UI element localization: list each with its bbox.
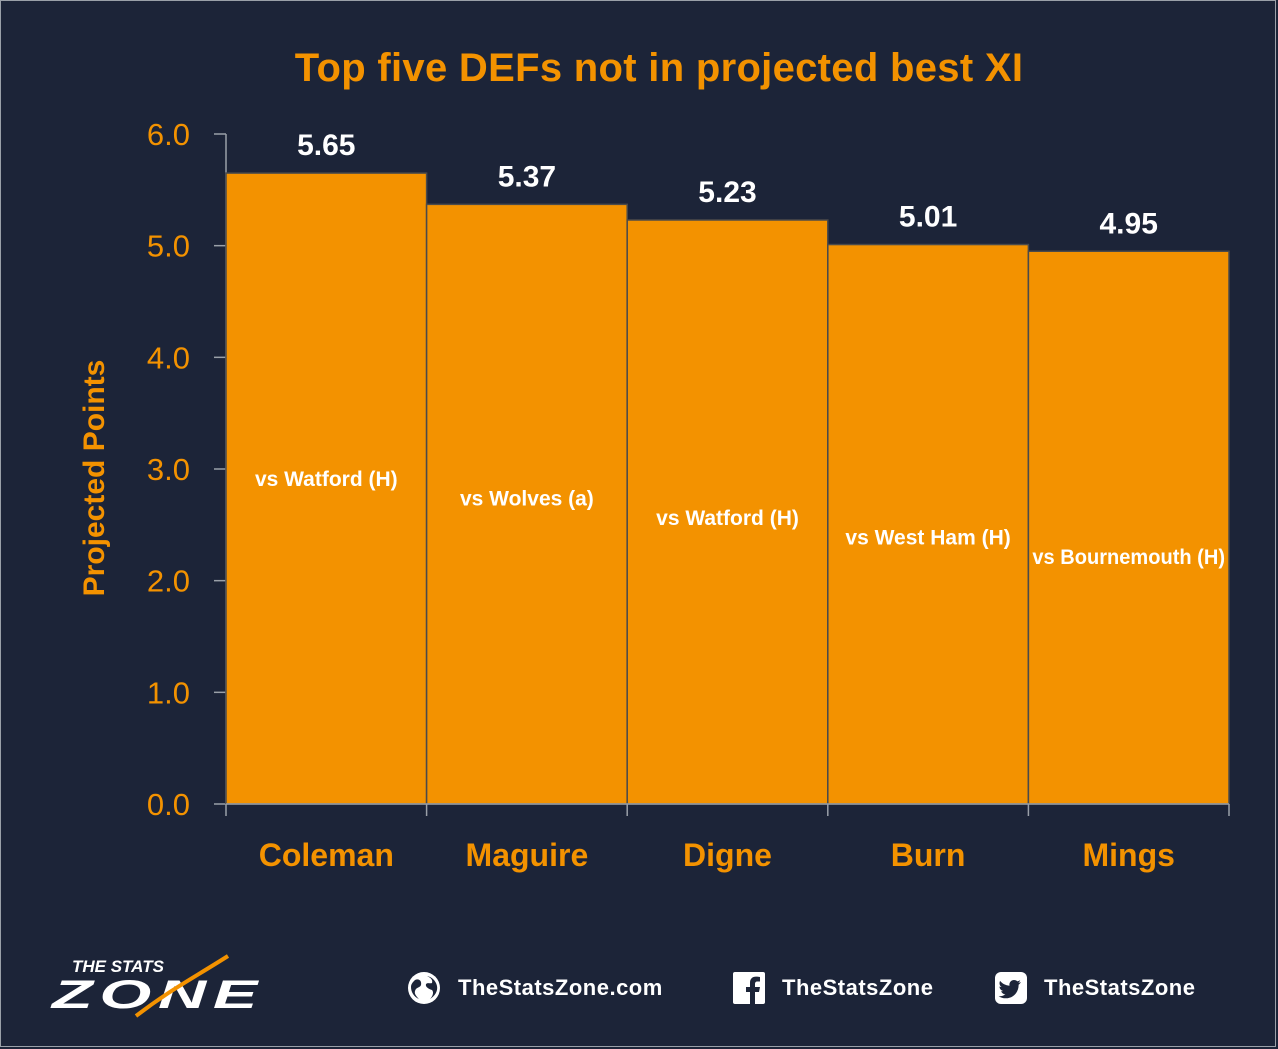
globe-icon — [408, 972, 440, 1004]
bar-maguire — [425, 203, 628, 805]
bar-annotation: vs Bournemouth (H) — [1032, 546, 1225, 569]
data-label: 5.23 — [698, 176, 756, 209]
y-axis: 0.0 1.0 2.0 3.0 4.0 5.0 6.0 — [147, 117, 227, 822]
y-tick-label: 2.0 — [147, 564, 190, 599]
bar-digne — [626, 219, 829, 805]
x-tick-label: Maguire — [466, 837, 589, 873]
logo-swoosh — [134, 954, 230, 1018]
y-tick-label: 0.0 — [147, 787, 190, 822]
data-label: 5.65 — [297, 129, 355, 162]
y-axis-label: Projected Points — [78, 360, 111, 597]
data-label: 5.37 — [498, 160, 556, 193]
y-tick-label: 6.0 — [147, 117, 190, 152]
bar-burn — [827, 243, 1030, 805]
the-stats-zone-logo: THE STATS ZONE — [50, 954, 264, 1018]
x-tick-label: Coleman — [259, 837, 394, 873]
facebook-text: TheStatsZone — [782, 975, 934, 1000]
twitter-icon — [995, 972, 1027, 1004]
x-axis: Coleman Maguire Digne Burn Mings — [225, 803, 1230, 873]
x-tick-label: Digne — [683, 837, 772, 873]
y-tick-label: 4.0 — [147, 340, 190, 375]
y-tick-label: 1.0 — [147, 675, 190, 710]
logo-text-bottom: ZONE — [50, 973, 264, 1017]
x-tick-label: Burn — [891, 837, 966, 873]
website-link[interactable]: TheStatsZone.com — [406, 970, 663, 1006]
website-text: TheStatsZone.com — [458, 975, 663, 1000]
x-tick-label: Mings — [1082, 837, 1174, 873]
chart-title: Top five DEFs not in projected best XI — [294, 46, 1024, 90]
bar-annotation: vs Watford (H) — [656, 507, 799, 530]
bar-coleman — [225, 172, 428, 805]
y-tick-label: 5.0 — [147, 229, 190, 264]
twitter-text: TheStatsZone — [1044, 975, 1196, 1000]
bar-annotation: vs West Ham (H) — [845, 527, 1010, 550]
bar-mings — [1027, 250, 1230, 805]
data-label: 5.01 — [899, 201, 957, 234]
facebook-icon — [733, 972, 765, 1005]
bars: 5.65 vs Watford (H) 5.37 vs Wolves (a) 5.23 v… — [225, 129, 1230, 805]
data-label: 4.95 — [1100, 207, 1158, 240]
logo-text-top: THE STATS — [72, 957, 165, 976]
y-tick-label: 3.0 — [147, 452, 190, 487]
bar-annotation: vs Watford (H) — [255, 468, 398, 491]
twitter-link[interactable]: TheStatsZone — [994, 970, 1195, 1006]
facebook-link[interactable]: TheStatsZone — [732, 970, 933, 1006]
bar-annotation: vs Wolves (a) — [460, 488, 594, 511]
